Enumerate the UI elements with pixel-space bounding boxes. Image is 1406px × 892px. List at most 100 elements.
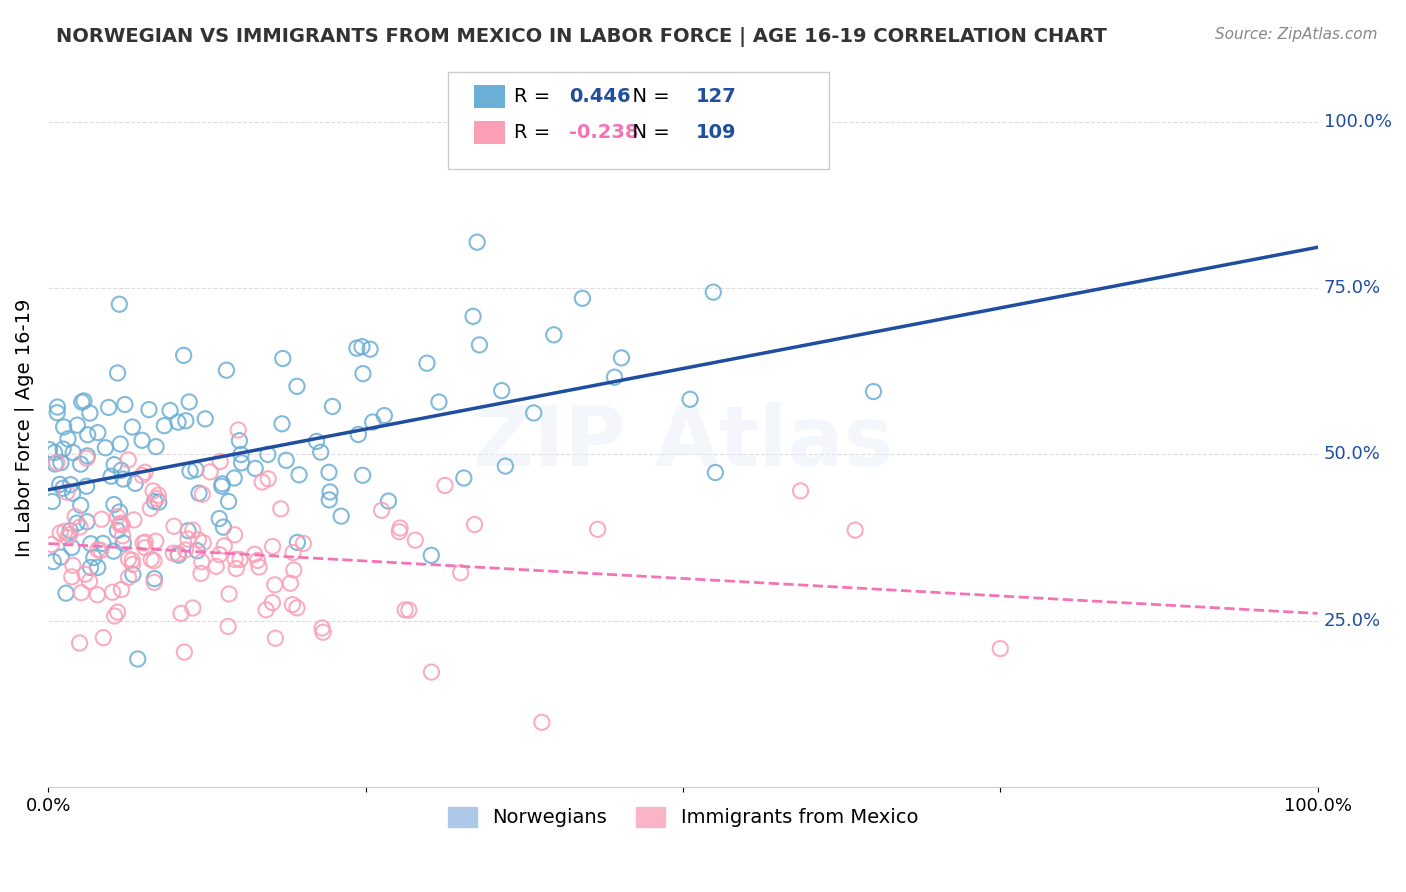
Norwegians (330, 509, 353, 524)
Norwegians (70, 395, 93, 409)
Norwegians (231, 456, 253, 470)
Immigrants from Mexico (87, 542, 110, 557)
Immigrants from Mexico (131, 468, 153, 483)
Norwegians (62, 445, 84, 459)
Norwegians (211, 479, 233, 493)
Immigrants from Mexico (243, 547, 266, 561)
Norwegians (107, 366, 129, 380)
Norwegians (285, 379, 308, 393)
Bar (474, 85, 505, 108)
Norwegians (122, 567, 145, 582)
Immigrants from Mexico (187, 533, 209, 547)
Immigrants from Mexico (139, 501, 162, 516)
Text: 25.0%: 25.0% (1324, 612, 1381, 630)
Norwegians (79, 560, 101, 574)
Norwegians (318, 465, 340, 479)
Immigrants from Mexico (530, 715, 553, 730)
Immigrants from Mexico (191, 487, 214, 501)
Norwegians (83, 550, 105, 565)
Norwegians (110, 463, 132, 477)
Immigrants from Mexico (60, 570, 83, 584)
Immigrants from Mexico (107, 605, 129, 619)
Norwegians (167, 415, 190, 429)
Text: ZIP Atlas: ZIP Atlas (472, 401, 893, 483)
Immigrants from Mexico (167, 547, 190, 561)
Norwegians (188, 486, 211, 500)
Norwegians (79, 406, 101, 420)
Immigrants from Mexico (56, 531, 79, 545)
Immigrants from Mexico (134, 541, 156, 555)
Norwegians (177, 524, 200, 538)
Immigrants from Mexico (121, 553, 143, 567)
Norwegians (56, 432, 79, 446)
Immigrants from Mexico (226, 423, 249, 437)
Immigrants from Mexico (117, 570, 139, 584)
Norwegians (49, 477, 72, 491)
Immigrants from Mexico (280, 576, 302, 591)
Immigrants from Mexico (281, 598, 304, 612)
Immigrants from Mexico (62, 558, 84, 573)
Norwegians (127, 652, 149, 666)
Norwegians (211, 476, 233, 491)
Norwegians (347, 427, 370, 442)
Norwegians (112, 472, 135, 486)
Immigrants from Mexico (111, 529, 134, 543)
Immigrants from Mexico (75, 567, 97, 582)
Norwegians (124, 476, 146, 491)
Immigrants from Mexico (162, 546, 184, 560)
Immigrants from Mexico (143, 575, 166, 590)
Text: 75.0%: 75.0% (1324, 279, 1381, 297)
Norwegians (377, 494, 399, 508)
Immigrants from Mexico (312, 625, 335, 640)
Norwegians (271, 351, 294, 366)
Norwegians (174, 414, 197, 428)
Norwegians (461, 310, 484, 324)
Immigrants from Mexico (134, 535, 156, 549)
Norwegians (173, 348, 195, 362)
Immigrants from Mexico (148, 488, 170, 502)
Legend: Norwegians, Immigrants from Mexico: Norwegians, Immigrants from Mexico (440, 799, 927, 835)
Immigrants from Mexico (208, 548, 231, 562)
Immigrants from Mexico (117, 452, 139, 467)
Norwegians (603, 370, 626, 384)
Immigrants from Mexico (198, 465, 221, 479)
Immigrants from Mexico (844, 523, 866, 537)
Immigrants from Mexico (110, 582, 132, 597)
Immigrants from Mexico (283, 563, 305, 577)
Immigrants from Mexico (281, 546, 304, 560)
Norwegians (309, 445, 332, 459)
Norwegians (416, 356, 439, 370)
Norwegians (159, 403, 181, 417)
Norwegians (60, 541, 83, 555)
Norwegians (41, 494, 63, 508)
Norwegians (87, 425, 110, 440)
Immigrants from Mexico (214, 539, 236, 553)
Immigrants from Mexico (224, 528, 246, 542)
Norwegians (112, 536, 135, 550)
Norwegians (110, 437, 132, 451)
Norwegians (704, 466, 727, 480)
Norwegians (287, 535, 309, 549)
Norwegians (103, 458, 125, 472)
Y-axis label: In Labor Force | Age 16-19: In Labor Force | Age 16-19 (15, 299, 35, 557)
Immigrants from Mexico (191, 555, 214, 569)
Immigrants from Mexico (264, 631, 287, 645)
Norwegians (148, 495, 170, 509)
Text: N =: N = (620, 123, 675, 142)
Immigrants from Mexico (246, 553, 269, 567)
Norwegians (108, 505, 131, 519)
Immigrants from Mexico (270, 501, 292, 516)
Norwegians (276, 453, 298, 467)
Immigrants from Mexico (103, 609, 125, 624)
Norwegians (228, 434, 250, 448)
Immigrants from Mexico (145, 491, 167, 506)
Immigrants from Mexico (117, 552, 139, 566)
Norwegians (702, 285, 724, 300)
Norwegians (76, 515, 98, 529)
Immigrants from Mexico (262, 540, 284, 554)
Norwegians (138, 402, 160, 417)
Immigrants from Mexico (229, 552, 252, 566)
Norwegians (610, 351, 633, 365)
Norwegians (373, 409, 395, 423)
Immigrants from Mexico (90, 512, 112, 526)
